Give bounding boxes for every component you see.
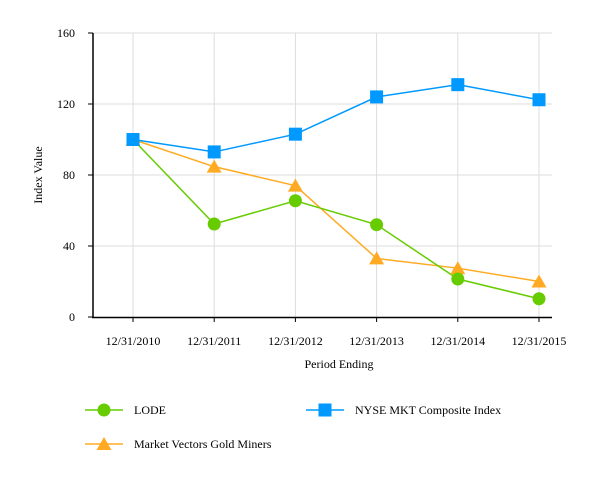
data-point <box>532 292 546 306</box>
x-tick-label: 12/31/2014 <box>430 334 485 348</box>
x-axis-ticks: 12/31/2010 12/31/2011 12/31/2012 12/31/2013… <box>106 317 567 348</box>
legend-marker <box>96 437 112 450</box>
legend-item: Market Vectors Gold Miners <box>85 437 272 451</box>
data-point <box>207 145 221 159</box>
data-point <box>450 261 466 275</box>
x-tick-label: 12/31/2010 <box>106 334 161 348</box>
y-tick-label: 0 <box>69 310 75 324</box>
data-point <box>207 217 221 231</box>
data-point <box>126 133 140 146</box>
data-point <box>532 93 546 107</box>
data-point <box>370 90 384 104</box>
data-point <box>451 78 465 92</box>
x-tick-label: 12/31/2013 <box>349 334 404 348</box>
x-tick-label: 12/31/2015 <box>512 334 567 348</box>
series-line-lode <box>132 138 540 300</box>
legend-label: LODE <box>134 403 166 417</box>
legend-marker <box>318 403 332 417</box>
y-axis-label: Index Value <box>31 146 45 203</box>
y-axis-ticks: 0 40 80 120 160 <box>57 26 93 324</box>
legend-item: NYSE MKT Composite Index <box>306 403 501 417</box>
y-tick-label: 160 <box>57 26 75 40</box>
x-axis-label: Period Ending <box>305 357 374 371</box>
data-point <box>206 159 222 173</box>
data-point <box>369 251 385 265</box>
y-tick-label: 80 <box>63 168 75 182</box>
y-tick-label: 40 <box>63 239 75 253</box>
x-tick-label: 12/31/2011 <box>187 334 241 348</box>
series-group <box>125 78 547 306</box>
data-point <box>288 127 302 141</box>
x-tick-label: 12/31/2012 <box>268 334 323 348</box>
y-tick-label: 120 <box>57 97 75 111</box>
series-line-nyse-mkt-composite-index <box>132 83 540 153</box>
legend: LODE NYSE MKT Composite Index Market Vecto… <box>85 403 501 451</box>
data-point <box>288 194 302 208</box>
legend-label: NYSE MKT Composite Index <box>355 403 501 417</box>
legend-label: Market Vectors Gold Miners <box>134 437 272 451</box>
legend-item: LODE <box>85 403 166 417</box>
data-point <box>531 274 547 288</box>
data-point <box>451 272 465 286</box>
series-line-market-vectors-gold-miners <box>132 138 540 283</box>
grid <box>93 32 552 317</box>
legend-marker <box>97 403 111 417</box>
data-point <box>370 218 384 232</box>
data-point <box>287 178 303 192</box>
